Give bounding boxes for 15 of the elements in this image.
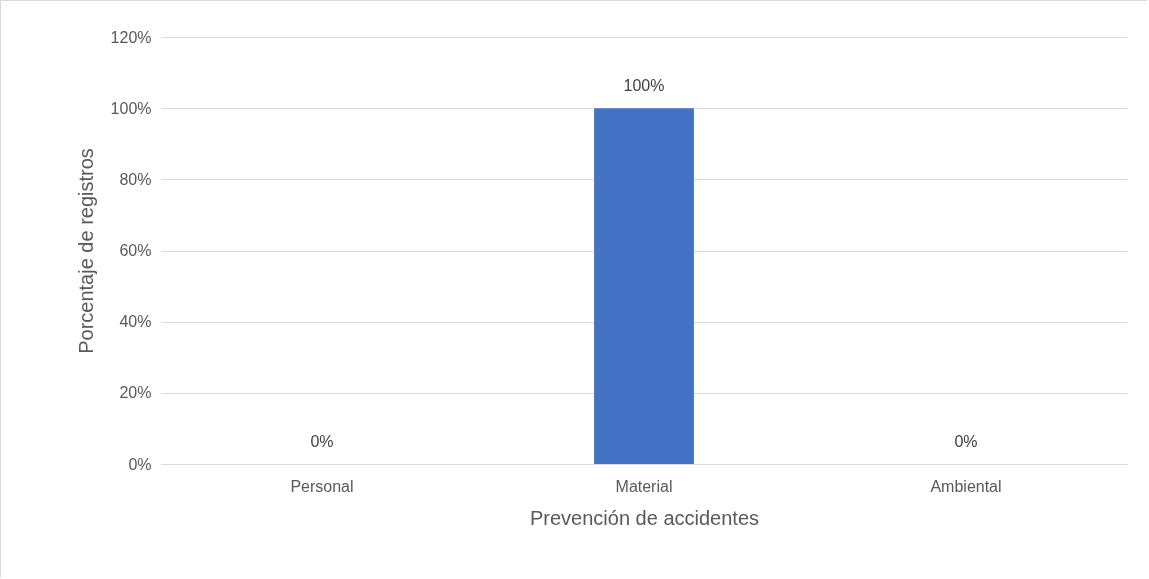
y-axis-title: Porcentaje de registros	[74, 148, 97, 354]
y-tick-label: 60%	[119, 242, 152, 259]
data-label: 0%	[310, 433, 334, 450]
y-tick-label: 0%	[128, 455, 152, 473]
x-tick-label: Personal	[290, 477, 354, 495]
data-label: 100%	[623, 77, 665, 95]
y-tick-label: 40%	[119, 313, 152, 331]
y-tick-label: 120%	[110, 28, 152, 46]
x-tick-label: Material	[615, 477, 673, 495]
y-tick-label: 20%	[119, 384, 152, 402]
y-tick-label: 100%	[110, 99, 152, 117]
data-label: 0%	[954, 433, 978, 450]
y-tick-label: 80%	[119, 170, 152, 188]
x-tick-label: Ambiental	[930, 477, 1002, 495]
x-axis-title: Prevención de accidentes	[529, 506, 760, 529]
